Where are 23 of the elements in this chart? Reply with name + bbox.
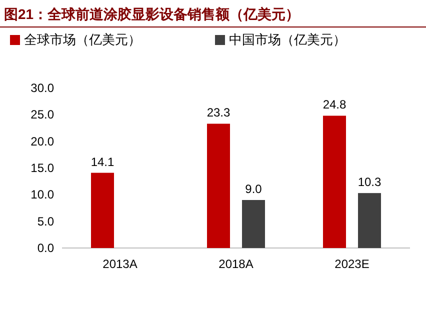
bar bbox=[358, 193, 381, 248]
bar bbox=[242, 200, 265, 248]
legend-label: 全球市场（亿美元） bbox=[24, 32, 141, 47]
bar bbox=[207, 124, 230, 248]
data-label: 9.0 bbox=[245, 182, 262, 196]
chart-title: 图21：全球前道涂胶显影设备销售额（亿美元） bbox=[4, 6, 300, 22]
legend-label: 中国市场（亿美元） bbox=[229, 32, 346, 47]
y-tick-label: 20.0 bbox=[30, 134, 54, 148]
data-label: 24.8 bbox=[322, 98, 346, 112]
x-tick-label: 2023E bbox=[334, 257, 370, 271]
y-tick-label: 15.0 bbox=[30, 161, 54, 175]
x-tick-label: 2018A bbox=[218, 257, 254, 271]
y-tick-label: 10.0 bbox=[30, 188, 54, 202]
y-tick-label: 5.0 bbox=[37, 214, 54, 228]
data-label: 23.3 bbox=[206, 106, 230, 120]
y-tick-label: 30.0 bbox=[30, 81, 54, 95]
y-tick-label: 0.0 bbox=[37, 241, 54, 255]
bar bbox=[91, 172, 114, 248]
x-tick-label: 2013A bbox=[102, 257, 138, 271]
data-label: 14.1 bbox=[90, 154, 114, 169]
data-label: 10.3 bbox=[358, 175, 382, 190]
bar bbox=[323, 116, 346, 248]
y-tick-label: 25.0 bbox=[30, 108, 54, 122]
